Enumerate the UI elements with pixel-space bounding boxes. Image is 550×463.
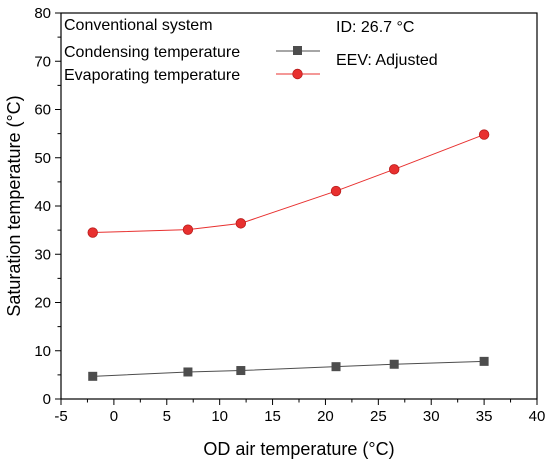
- y-tick-label: 80: [34, 5, 51, 22]
- annotation-id-temperature: ID: 26.7 °C: [336, 19, 414, 36]
- data-point-condensing: [88, 371, 98, 381]
- plot-frame: [60, 12, 538, 400]
- y-axis-label: Saturation temperature (°C): [4, 95, 24, 316]
- x-tick-label: -5: [54, 408, 67, 425]
- data-point-evaporating: [478, 129, 490, 140]
- data-point-evaporating: [235, 218, 247, 229]
- series-layer: [87, 129, 490, 381]
- data-point-condensing: [389, 359, 399, 369]
- data-point-condensing: [236, 366, 246, 376]
- data-point-condensing: [331, 362, 341, 372]
- y-tick-label: 70: [34, 53, 51, 70]
- x-tick-label: 15: [264, 408, 281, 425]
- annotation-eev: EEV: Adjusted: [336, 52, 438, 69]
- legend-marker-evaporating: [292, 68, 303, 80]
- x-tick-label: 5: [163, 408, 171, 425]
- y-axis-title: Saturation temperature (°C): [4, 95, 24, 316]
- data-point-evaporating: [87, 227, 98, 238]
- x-tick-label: 20: [317, 408, 334, 425]
- data-point-evaporating: [182, 224, 194, 235]
- y-tick-label: 40: [34, 198, 51, 215]
- data-point-evaporating: [330, 185, 342, 197]
- legend-label-evaporating: Evaporating temperature: [64, 67, 240, 84]
- data-point-condensing: [479, 356, 489, 366]
- data-point-condensing: [183, 367, 193, 377]
- y-tick-label: 20: [34, 295, 51, 312]
- y-tick-label: 0: [43, 391, 51, 408]
- data-point-evaporating: [389, 164, 400, 175]
- y-tick-label: 10: [34, 343, 51, 360]
- y-tick-label: 30: [34, 246, 51, 263]
- legend-marker-condensing: [293, 46, 302, 55]
- x-tick-label: 25: [370, 408, 387, 425]
- x-tick-label: 30: [423, 408, 440, 425]
- x-tick-label: 10: [211, 408, 228, 425]
- series-line: [92, 134, 485, 234]
- legend: Conventional system Condensing temperatu…: [64, 17, 320, 84]
- x-tick-label: 0: [110, 408, 118, 425]
- y-tick-label: 50: [34, 150, 51, 167]
- y-tick-label: 60: [34, 102, 51, 119]
- series-line: [92, 360, 485, 377]
- legend-label-condensing: Condensing temperature: [64, 44, 240, 61]
- x-tick-label: 40: [529, 408, 546, 425]
- legend-title: Conventional system: [64, 17, 213, 34]
- x-tick-label: 35: [476, 408, 493, 425]
- x-axis-label: OD air temperature (°C): [203, 439, 394, 459]
